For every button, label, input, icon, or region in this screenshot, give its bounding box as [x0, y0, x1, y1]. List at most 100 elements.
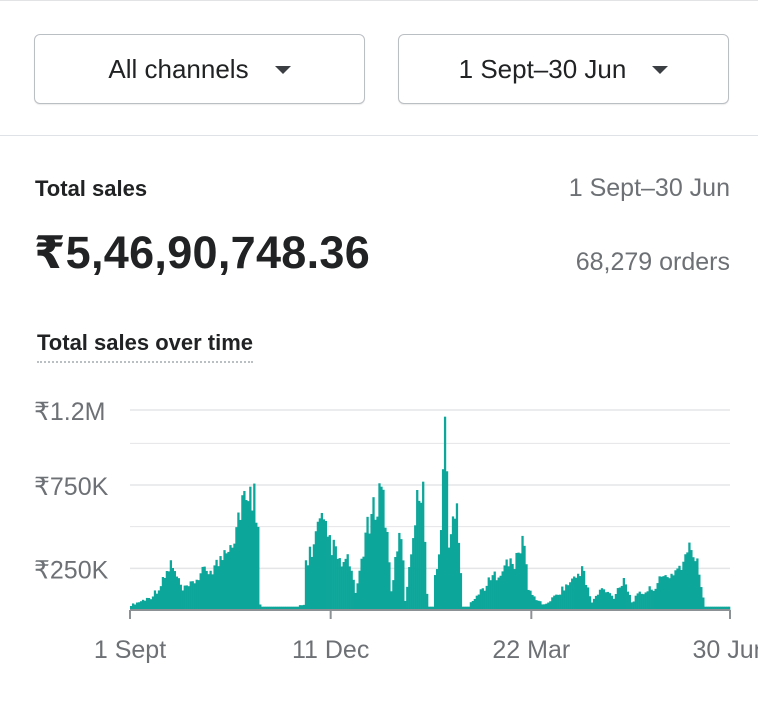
- chart-bar: [477, 594, 480, 610]
- chart-bar: [592, 598, 596, 610]
- chart-bar: [523, 545, 526, 610]
- chart-bar: [151, 596, 155, 610]
- chart-bar: [698, 574, 701, 610]
- chart-bar: [445, 471, 449, 610]
- y-tick-label: ₹250K: [34, 556, 109, 584]
- chart-bar: [495, 580, 498, 610]
- chart-bar: [362, 556, 365, 610]
- channel-select-label: All channels: [108, 53, 249, 84]
- chart-bar: [229, 545, 232, 610]
- chart-bar: [175, 576, 178, 610]
- chart-bar: [716, 606, 719, 610]
- chart-bar: [306, 565, 310, 610]
- chart-bar: [312, 544, 316, 610]
- chart-bar: [394, 557, 397, 610]
- chart-bar: [330, 555, 333, 610]
- chart-bar: [269, 606, 272, 610]
- chart-bar: [471, 600, 475, 610]
- chart-bar: [237, 512, 240, 610]
- chart-bar: [473, 598, 476, 610]
- chart-bar: [668, 578, 671, 610]
- chart-bar: [153, 590, 157, 610]
- chart-bar: [205, 570, 208, 610]
- chart-bar: [336, 558, 339, 610]
- chart-bar: [412, 538, 415, 610]
- chart-bar: [457, 542, 461, 610]
- chart-bar: [239, 519, 242, 610]
- chart-bar: [298, 605, 302, 610]
- chart-bar: [545, 603, 548, 610]
- chart-bar: [241, 495, 244, 610]
- chart-bar: [356, 583, 359, 610]
- chart-bar: [700, 587, 703, 610]
- chart-bar: [662, 576, 665, 610]
- chart-title[interactable]: Total sales over time: [37, 330, 254, 363]
- chart-bar: [189, 581, 192, 610]
- chart-bar: [666, 577, 669, 610]
- chart-bar: [358, 570, 361, 610]
- chart-bar: [493, 571, 496, 610]
- chart-bar: [161, 577, 165, 610]
- chart-bar: [706, 606, 709, 610]
- chart-bar: [686, 552, 689, 610]
- chart-bar: [342, 561, 345, 610]
- chart-bar: [636, 593, 639, 610]
- x-tick-label: 11 Dec: [292, 636, 369, 664]
- chart-bar: [225, 553, 228, 610]
- chart-bar: [501, 571, 504, 610]
- chart-bar: [255, 522, 258, 610]
- chart-bar: [487, 577, 490, 610]
- chart-bar: [346, 554, 349, 610]
- chart-bar: [541, 604, 544, 610]
- chart-bar: [326, 536, 329, 610]
- chart-bar: [563, 590, 566, 610]
- chart-bar: [517, 552, 520, 610]
- total-sales-chart: ₹250K ₹750K ₹1.2M 1 Sept 11 Dec 22 Mar 30 Jun: [34, 398, 758, 664]
- chart-bar: [318, 518, 322, 610]
- chart-bar: [187, 586, 190, 610]
- chart-bar: [292, 606, 296, 610]
- chart-bar: [147, 597, 151, 610]
- chart-bar: [710, 606, 713, 610]
- date-range-select-label: 1 Sept–30 Jun: [458, 53, 627, 84]
- x-tick-label: 30 Jun: [692, 636, 758, 664]
- chart-bar: [328, 535, 331, 610]
- chart-bar: [580, 566, 584, 610]
- chart-bar: [728, 606, 731, 610]
- chart-bar: [577, 573, 580, 610]
- chart-bar: [553, 595, 556, 610]
- chart-bar: [247, 501, 250, 610]
- chart-bar: [392, 580, 395, 610]
- chart-bar: [374, 519, 377, 610]
- chart-bar: [280, 606, 284, 610]
- chart-bar: [370, 513, 373, 610]
- chart-bar: [620, 585, 624, 610]
- chart-bar: [277, 606, 280, 610]
- chart-bar: [598, 589, 602, 610]
- channel-select[interactable]: All channels: [34, 34, 365, 104]
- chart-bar: [215, 559, 218, 610]
- chart-bar: [724, 606, 727, 610]
- chart-bar: [130, 606, 133, 610]
- chart-bar: [290, 606, 294, 610]
- chart-bar: [135, 602, 139, 610]
- total-sales-value: ₹5,46,90,748.36: [34, 227, 371, 278]
- chart-bar: [173, 571, 176, 610]
- chart-bar: [600, 588, 604, 610]
- chart-bar: [533, 596, 536, 610]
- chart-bar: [521, 535, 524, 610]
- chart-bar: [352, 579, 355, 610]
- chart-bar: [503, 565, 506, 610]
- chart-bar: [382, 489, 385, 610]
- chart-bar: [137, 602, 141, 610]
- chart-bar: [638, 591, 641, 610]
- chart-bar: [145, 597, 149, 610]
- caret-down-icon: [274, 66, 291, 74]
- chart-bar: [267, 606, 270, 610]
- chart-bar: [644, 592, 647, 610]
- chart-bar: [720, 606, 723, 610]
- date-range-select[interactable]: 1 Sept–30 Jun: [398, 34, 729, 104]
- chart-bar: [505, 559, 508, 610]
- chart-bar: [557, 594, 560, 610]
- chart-bar: [483, 590, 486, 610]
